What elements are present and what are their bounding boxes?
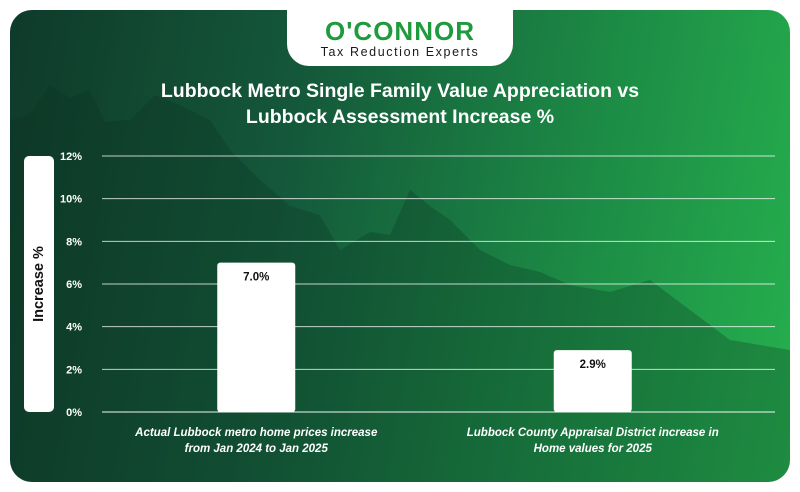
y-tick-label: 2% bbox=[66, 364, 82, 376]
y-axis-label-box: Increase % bbox=[24, 156, 54, 412]
bar-chart: 0% 2% 4% 6% 8% 10% 12% 7.0% Actual Lubbock metro… bbox=[60, 151, 775, 455]
y-tick-label: 8% bbox=[66, 236, 82, 248]
y-tick-label: 4% bbox=[66, 322, 82, 334]
category-label: Actual Lubbock metro home prices increas… bbox=[134, 427, 378, 439]
chart-title-line-1: Lubbock Metro Single Family Value Apprec… bbox=[160, 80, 640, 102]
chart-title-line-2: Lubbock Assessment Increase % bbox=[245, 106, 555, 128]
bar bbox=[217, 262, 296, 412]
bar-value-label: 7.0% bbox=[243, 272, 269, 284]
chart-title: Lubbock Metro Single Family Value Apprec… bbox=[10, 78, 790, 130]
category-label: from Jan 2024 to Jan 2025 bbox=[185, 443, 329, 455]
category-label: Home values for 2025 bbox=[534, 443, 653, 455]
brand-name: O'CONNOR bbox=[325, 16, 475, 46]
bar-value-label: 2.9% bbox=[580, 359, 606, 371]
category-label: Lubbock County Appraisal District increa… bbox=[467, 427, 719, 439]
y-tick-label: 10% bbox=[60, 194, 82, 206]
y-tick-label: 12% bbox=[60, 151, 82, 163]
y-tick-label: 6% bbox=[66, 279, 82, 291]
chart-card: O'CONNOR Tax Reduction Experts Lubbock M… bbox=[10, 10, 790, 482]
y-tick-label: 0% bbox=[66, 407, 82, 419]
brand-tagline: Tax Reduction Experts bbox=[320, 45, 480, 59]
brand-logo: O'CONNOR Tax Reduction Experts bbox=[287, 10, 513, 66]
bar bbox=[553, 350, 632, 412]
